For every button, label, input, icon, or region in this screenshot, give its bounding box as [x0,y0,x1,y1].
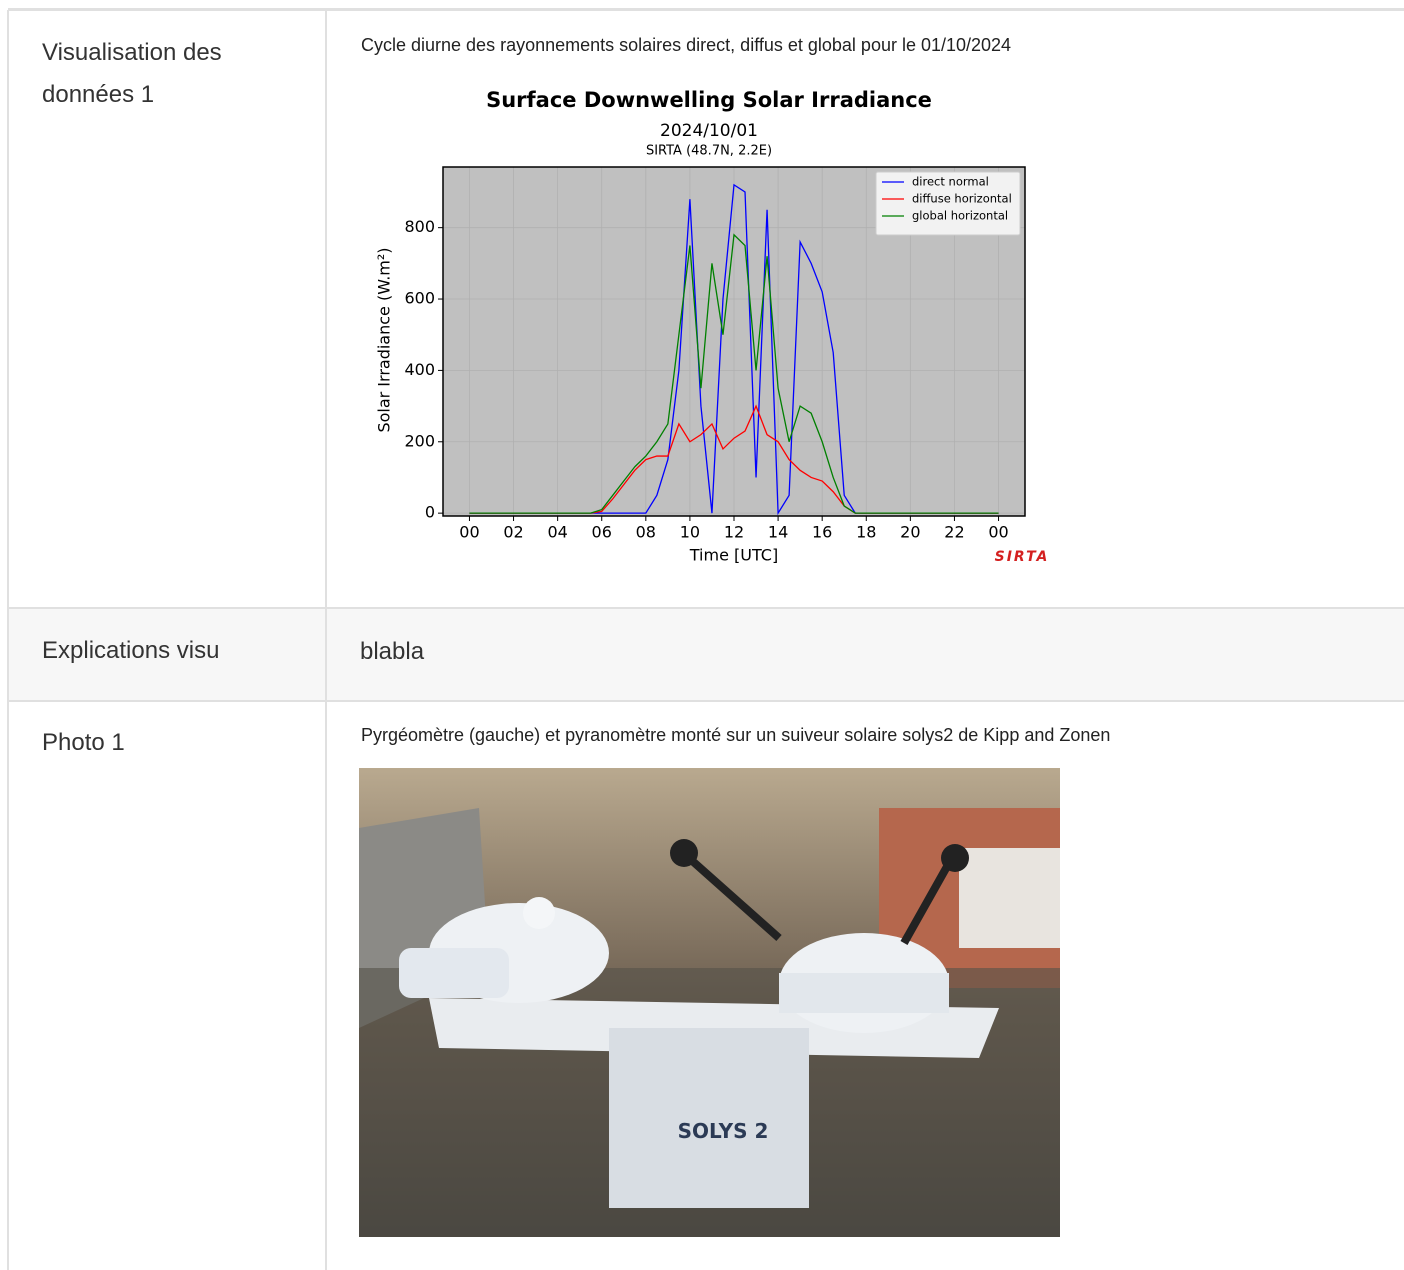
x-tick-label: 04 [547,523,567,542]
col-border [325,10,327,1270]
row-label: Photo 1 [42,722,282,764]
y-axis-label: Solar Irradiance (W.m²) [375,247,394,432]
x-tick-label: 00 [459,523,479,542]
chart-subtitle: 2024/10/01 [660,121,758,141]
y-tick-label: 0 [425,503,435,522]
legend-label: diffuse horizontal [912,192,1012,206]
x-axis-label: Time [UTC] [689,546,778,565]
legend-label: direct normal [912,175,989,189]
x-tick-label: 16 [812,523,832,542]
page: Visualisation des données 1 Cycle diurne… [0,0,1404,1270]
legend-label: global horizontal [912,209,1008,223]
x-tick-label: 00 [988,523,1008,542]
x-tick-label: 10 [680,523,700,542]
x-tick-label: 02 [503,523,523,542]
col-border [7,10,9,1270]
photo-device-label: SOLYS 2 [678,1119,769,1143]
cell-text: blabla [360,638,424,666]
y-tick-label: 200 [404,431,435,450]
y-tick-label: 800 [404,217,435,236]
logo: SIRTA [995,549,1050,565]
x-tick-label: 22 [944,523,964,542]
x-tick-label: 20 [900,523,920,542]
caption: Pyrgéomètre (gauche) et pyranomètre mont… [361,725,1110,746]
row-border [8,700,1404,702]
chart-title: Surface Downwelling Solar Irradiance [486,88,932,112]
x-tick-label: 12 [724,523,744,542]
photo: SOLYS 2 [359,768,1060,1237]
table-border [8,8,1404,11]
caption: Cycle diurne des rayonnements solaires d… [361,35,1011,56]
x-tick-label: 06 [592,523,612,542]
x-tick-label: 18 [856,523,876,542]
y-tick-label: 600 [404,289,435,308]
row-label: Explications visu [42,630,282,672]
row-border [8,607,1404,609]
y-tick-label: 400 [404,360,435,379]
x-tick-label: 08 [636,523,656,542]
chart-location: SIRTA (48.7N, 2.2E) [646,144,772,159]
row-label: Visualisation des données 1 [42,32,282,116]
chart: Surface Downwelling Solar Irradiance 202… [360,80,1060,580]
x-tick-label: 14 [768,523,788,542]
